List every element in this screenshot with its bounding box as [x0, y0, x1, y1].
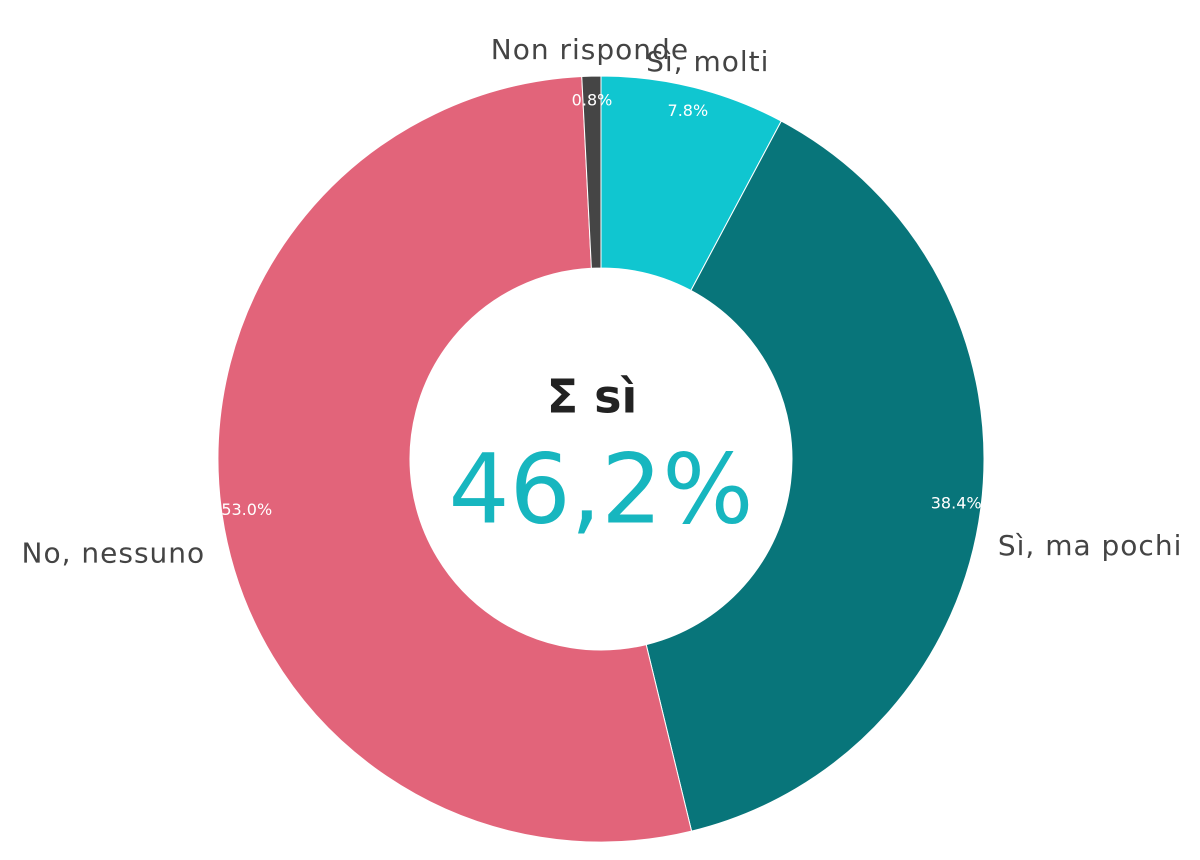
category-label: Sì, ma pochi: [998, 529, 1183, 562]
category-label: No, nessuno: [22, 537, 206, 570]
value-label: 38.4%: [931, 493, 982, 512]
center-title: Σ sì: [547, 370, 638, 424]
category-label: Sì, molti: [646, 45, 769, 78]
value-label: 53.0%: [221, 500, 272, 519]
value-label: 7.8%: [668, 101, 709, 120]
category-label: Non risponde: [491, 33, 689, 66]
slice: [581, 75, 602, 269]
slice: [645, 120, 985, 832]
center-value: 46,2%: [449, 433, 754, 545]
value-label: 0.8%: [572, 91, 613, 110]
slice: [217, 75, 693, 843]
donut: [217, 75, 985, 843]
